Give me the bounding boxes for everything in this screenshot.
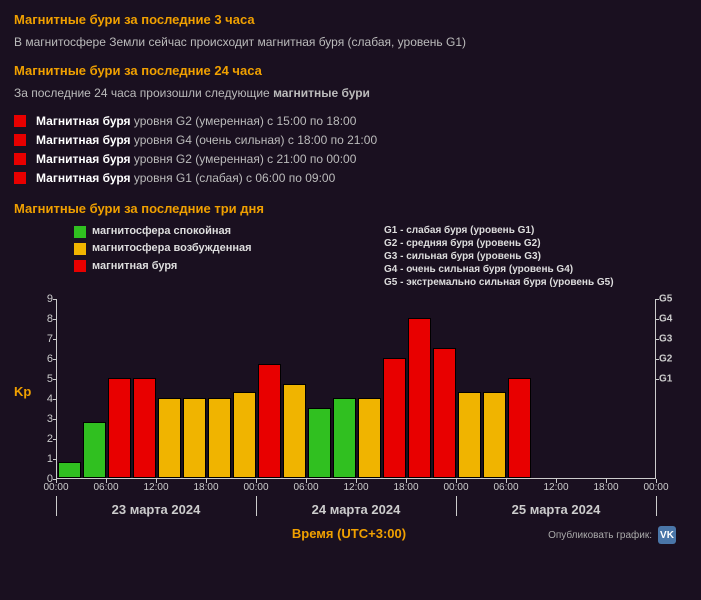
g-level-line: G1 - слабая буря (уровень G1) xyxy=(384,224,614,237)
storm-text: Магнитная буря уровня G2 (умеренная) с 1… xyxy=(36,114,356,128)
storm-color-swatch xyxy=(14,153,26,165)
storm-text: Магнитная буря уровня G1 (слабая) с 06:0… xyxy=(36,171,335,185)
x-tick: 00:00 xyxy=(443,482,468,493)
kp-bar xyxy=(208,398,231,478)
g-tick: G3 xyxy=(659,334,681,345)
kp-bar xyxy=(108,378,131,478)
kp-bar xyxy=(433,348,456,478)
legend-label: магнитосфера спокойная xyxy=(92,224,231,239)
legend-item: магнитосфера спокойная xyxy=(74,224,252,239)
y-tick: 9 xyxy=(37,293,53,305)
g-level-line: G3 - сильная буря (уровень G3) xyxy=(384,250,614,263)
x-tick: 00:00 xyxy=(243,482,268,493)
x-tick: 00:00 xyxy=(43,482,68,493)
storm-text: Магнитная буря уровня G4 (очень сильная)… xyxy=(36,133,377,147)
storm-color-swatch xyxy=(14,115,26,127)
legend-g-levels: G1 - слабая буря (уровень G1)G2 - средня… xyxy=(384,224,614,289)
y-axis-label: Kp xyxy=(14,384,31,399)
storm-color-swatch xyxy=(14,172,26,184)
legend-label: магнитная буря xyxy=(92,259,177,274)
kp-bar xyxy=(233,392,256,478)
g-level-line: G4 - очень сильная буря (уровень G4) xyxy=(384,263,614,276)
kp-bar xyxy=(333,398,356,478)
x-tick: 18:00 xyxy=(593,482,618,493)
g-tick: G1 xyxy=(659,374,681,385)
day-label: 23 марта 2024 xyxy=(56,502,256,517)
x-tick: 12:00 xyxy=(143,482,168,493)
g-tick: G4 xyxy=(659,314,681,325)
legend-swatch xyxy=(74,226,86,238)
kp-bar xyxy=(183,398,206,478)
kp-bar xyxy=(483,392,506,478)
plot-area: 0123456789G1G2G3G4G5 xyxy=(56,299,656,479)
legend-item: магнитосфера возбужденная xyxy=(74,241,252,256)
storm-color-swatch xyxy=(14,134,26,146)
kp-bar xyxy=(258,364,281,478)
y-tick: 8 xyxy=(37,313,53,325)
x-tick: 00:00 xyxy=(643,482,668,493)
kp-bar xyxy=(58,462,81,478)
g-level-line: G5 - экстремально сильная буря (уровень … xyxy=(384,276,614,289)
day-label: 24 марта 2024 xyxy=(256,502,456,517)
legend-colors: магнитосфера спокойная магнитосфера возбу… xyxy=(74,224,252,276)
y-tick: 7 xyxy=(37,333,53,345)
kp-bar xyxy=(308,408,331,478)
kp-bar xyxy=(408,318,431,478)
y-tick: 2 xyxy=(37,433,53,445)
storm-list: Магнитная буря уровня G2 (умеренная) с 1… xyxy=(14,114,687,185)
x-tick: 12:00 xyxy=(343,482,368,493)
status-3h: В магнитосфере Земли сейчас происходит м… xyxy=(14,35,687,49)
day-label: 25 марта 2024 xyxy=(456,502,656,517)
g-level-line: G2 - средняя буря (уровень G2) xyxy=(384,237,614,250)
legend-swatch xyxy=(74,260,86,272)
section-3d-title: Магнитные бури за последние три дня xyxy=(14,201,687,216)
y-tick: 4 xyxy=(37,393,53,405)
kp-bar xyxy=(383,358,406,478)
intro-24h: За последние 24 часа произошли следующие… xyxy=(14,86,687,100)
x-tick: 06:00 xyxy=(293,482,318,493)
y-tick: 6 xyxy=(37,353,53,365)
g-tick: G2 xyxy=(659,354,681,365)
x-tick: 12:00 xyxy=(543,482,568,493)
y-tick: 3 xyxy=(37,413,53,425)
x-tick: 06:00 xyxy=(93,482,118,493)
storm-item: Магнитная буря уровня G4 (очень сильная)… xyxy=(14,133,687,147)
publish-label: Опубликовать график: xyxy=(548,530,652,541)
kp-bar xyxy=(158,398,181,478)
vk-icon[interactable]: VK xyxy=(658,526,676,544)
kp-bar xyxy=(83,422,106,478)
legend-item: магнитная буря xyxy=(74,259,252,274)
y-tick: 5 xyxy=(37,373,53,385)
publish-row: Опубликовать график: VK xyxy=(548,526,676,544)
legend-swatch xyxy=(74,243,86,255)
kp-bar xyxy=(283,384,306,478)
kp-bar xyxy=(358,398,381,478)
legend-label: магнитосфера возбужденная xyxy=(92,241,252,256)
kp-bar xyxy=(133,378,156,478)
storm-item: Магнитная буря уровня G2 (умеренная) с 2… xyxy=(14,152,687,166)
section-24h-title: Магнитные бури за последние 24 часа xyxy=(14,63,687,78)
kp-bar xyxy=(458,392,481,478)
g-tick: G5 xyxy=(659,294,681,305)
x-tick: 18:00 xyxy=(393,482,418,493)
y-tick: 1 xyxy=(37,453,53,465)
storm-item: Магнитная буря уровня G2 (умеренная) с 1… xyxy=(14,114,687,128)
x-tick: 06:00 xyxy=(493,482,518,493)
storm-text: Магнитная буря уровня G2 (умеренная) с 2… xyxy=(36,152,356,166)
kp-chart: магнитосфера спокойная магнитосфера возбу… xyxy=(14,224,684,564)
kp-bar xyxy=(508,378,531,478)
section-3h-title: Магнитные бури за последние 3 часа xyxy=(14,12,687,27)
x-tick: 18:00 xyxy=(193,482,218,493)
storm-item: Магнитная буря уровня G1 (слабая) с 06:0… xyxy=(14,171,687,185)
